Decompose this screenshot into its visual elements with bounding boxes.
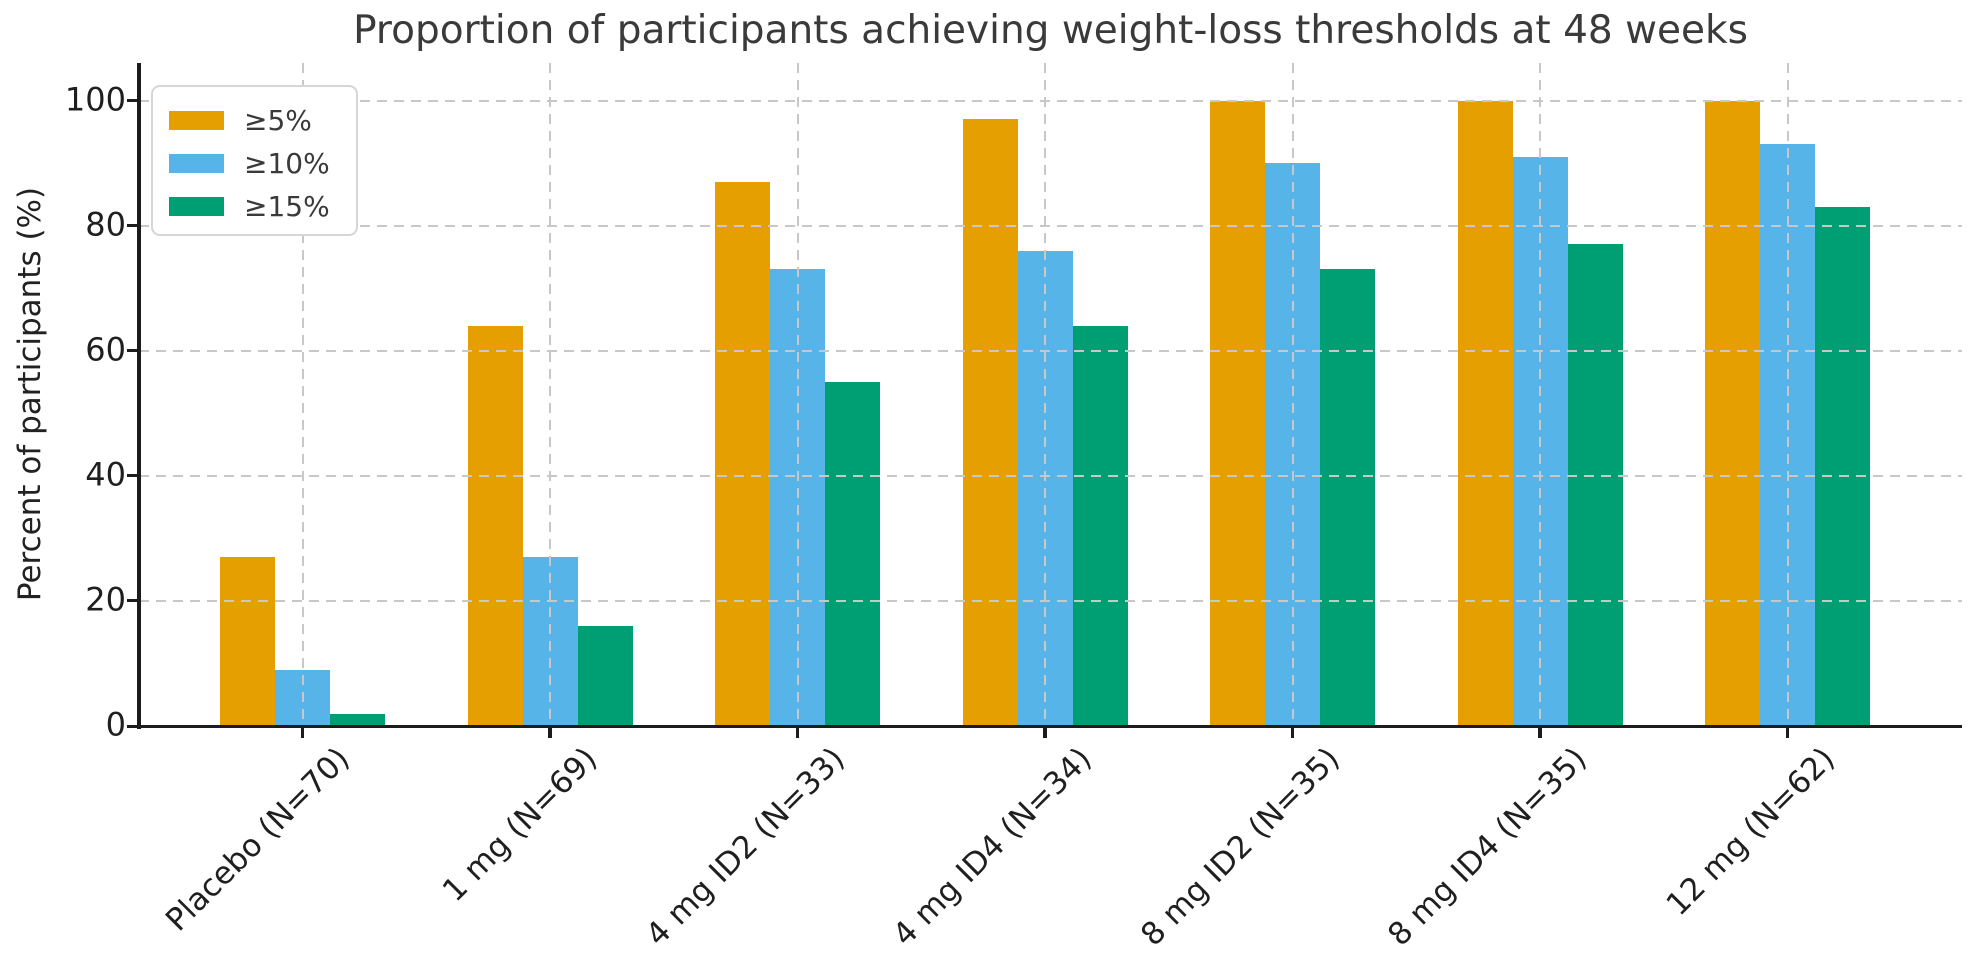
x-tick-mark <box>1043 727 1047 738</box>
y-tick-label: 0 <box>105 705 126 744</box>
y-axis-spine <box>137 63 141 729</box>
bar <box>1760 144 1815 726</box>
bar <box>825 382 880 726</box>
bar <box>962 119 1018 726</box>
x-tick-label: 12 mg (N=62) <box>1659 740 1842 923</box>
bar <box>1072 325 1128 726</box>
bar <box>1320 269 1375 726</box>
y-axis-label: Percent of participants (%) <box>12 186 48 602</box>
bar <box>770 269 825 726</box>
legend-label: ≥5% <box>244 104 312 137</box>
y-tick-label: 20 <box>85 580 126 619</box>
y-tick-mark <box>127 599 138 603</box>
legend-swatch <box>169 154 224 173</box>
legend-item: ≥10% <box>169 142 330 185</box>
x-tick-mark <box>300 727 305 738</box>
bar <box>220 557 275 726</box>
y-tick-mark <box>127 474 138 478</box>
x-tick-mark <box>1290 727 1295 738</box>
legend-swatch <box>169 111 224 130</box>
bar <box>1017 250 1073 726</box>
x-tick-mark <box>548 727 552 738</box>
bar <box>1265 163 1320 726</box>
y-tick-label: 60 <box>85 330 126 369</box>
bar <box>1512 156 1568 726</box>
legend-item: ≥5% <box>169 99 330 142</box>
bar <box>1705 100 1760 726</box>
legend: ≥5% ≥10% ≥15% <box>151 85 358 236</box>
y-tick-label: 100 <box>64 80 126 119</box>
bar <box>275 669 330 726</box>
x-tick-label: 8 mg ID2 (N=35) <box>1133 740 1347 954</box>
x-tick-mark <box>1785 727 1790 738</box>
legend-label: ≥10% <box>244 147 330 180</box>
bar <box>1815 206 1870 726</box>
legend-swatch <box>169 197 224 216</box>
x-tick-label: 1 mg (N=69) <box>435 740 605 909</box>
bar <box>522 557 578 726</box>
legend-item: ≥15% <box>169 185 330 228</box>
y-tick-label: 80 <box>85 205 126 244</box>
chart-title: Proportion of participants achieving wei… <box>353 8 1748 53</box>
x-tick-mark <box>1538 727 1542 738</box>
bar <box>467 325 523 726</box>
y-tick-mark <box>127 349 138 353</box>
bar <box>577 625 633 726</box>
x-axis-spine <box>137 724 1962 728</box>
x-tick-label: 4 mg ID2 (N=33) <box>638 740 852 954</box>
y-tick-mark <box>127 224 138 228</box>
y-tick-mark <box>127 724 138 728</box>
bar <box>330 713 385 726</box>
x-tick-label: 8 mg ID4 (N=35) <box>1381 740 1595 954</box>
plot-area: ≥5% ≥10% ≥15% <box>139 63 1962 726</box>
y-tick-label: 40 <box>85 455 126 494</box>
x-tick-label: Placebo (N=70) <box>158 740 357 939</box>
x-tick-mark <box>795 727 800 738</box>
bar <box>715 181 770 726</box>
bar <box>1567 244 1623 726</box>
x-tick-label: 4 mg ID4 (N=34) <box>886 740 1100 954</box>
bars-layer <box>139 63 1962 726</box>
bar <box>1457 100 1513 726</box>
y-tick-mark <box>127 99 138 103</box>
legend-label: ≥15% <box>244 190 330 223</box>
bar <box>1210 100 1265 726</box>
